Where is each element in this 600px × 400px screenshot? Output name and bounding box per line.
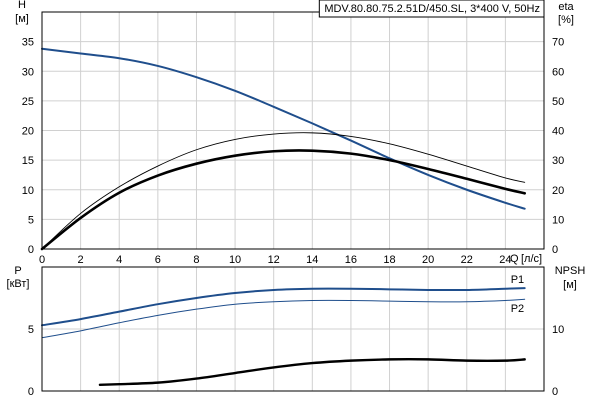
x-tick-label: 20 — [422, 254, 434, 266]
efficiency-axis-unit: [%] — [558, 14, 574, 26]
top-series — [40, 47, 526, 251]
bottom-series — [41, 287, 526, 386]
efficiency-curve — [40, 149, 526, 251]
head-tick-label: 10 — [22, 185, 34, 197]
efficiency-tick-label: 20 — [552, 185, 564, 197]
head-tick-label: 25 — [22, 96, 34, 108]
x-tick-label: 16 — [345, 254, 357, 266]
efficiency-tick-label: 50 — [552, 96, 564, 108]
efficiency-tick-label: 60 — [552, 66, 564, 78]
x-tick-label: 10 — [229, 254, 241, 266]
x-tick-label: 6 — [155, 254, 161, 266]
efficiency-tick-label: 70 — [552, 37, 564, 49]
head-tick-label: 30 — [22, 66, 34, 78]
p1-power-curve — [41, 287, 526, 327]
flow-axis-unit: [л/с] — [521, 253, 542, 265]
p2-series-label: P2 — [511, 303, 524, 315]
x-tick-label: 18 — [383, 254, 395, 266]
npsh-tick-label: 0 — [552, 386, 558, 398]
npsh-axis-unit: [м] — [563, 279, 577, 291]
head-axis-unit: [м] — [15, 13, 29, 25]
head-axis-label: H — [18, 0, 26, 11]
efficiency-tick-label: 30 — [552, 155, 564, 167]
p2-power-curve — [41, 298, 526, 339]
x-tick-label: 12 — [268, 254, 280, 266]
head-tick-label: 20 — [22, 126, 34, 138]
power-axis-unit: [кВт] — [7, 278, 30, 290]
head-tick-label: 35 — [22, 37, 34, 49]
efficiency-axis-label: eta — [558, 1, 574, 13]
head-tick-label: 15 — [22, 155, 34, 167]
npsh-axis-label: NPSH — [555, 265, 586, 277]
x-tick-label: 4 — [116, 254, 122, 266]
head-tick-label: 5 — [28, 214, 34, 226]
efficiency-tick-label: 40 — [552, 126, 564, 138]
npsh-curve — [98, 358, 526, 386]
power-tick-label: 5 — [28, 324, 34, 336]
efficiency-tick-label: 0 — [552, 244, 558, 256]
top-plot-frame — [41, 11, 545, 250]
flow-axis-label: Q — [510, 253, 519, 265]
top-grid — [42, 12, 544, 249]
npsh-tick-label: 10 — [552, 324, 564, 336]
power-axis-label: P — [14, 265, 21, 277]
x-tick-label: 2 — [78, 254, 84, 266]
x-tick-label: 24 — [499, 254, 511, 266]
bottom-grid — [42, 267, 544, 391]
x-tick-label: 22 — [461, 254, 473, 266]
chart-title-box — [318, 0, 545, 18]
x-tick-label: 8 — [193, 254, 199, 266]
x-tick-label: 14 — [306, 254, 318, 266]
head-curve — [41, 47, 526, 210]
x-tick-label: 0 — [39, 254, 45, 266]
top-tick-labels: 0 2 4 6 8 10 12 14 16 18 20 22 240510152025303501020… — [22, 37, 565, 266]
efficiency-tick-label: 10 — [552, 214, 564, 226]
power-npsh-panel: 0 5 0 10 P [кВт] NPSH [м] P1 P2 — [7, 265, 586, 398]
p1-series-label: P1 — [511, 274, 524, 286]
efficiency-thin-curve — [41, 132, 526, 250]
bottom-tick-labels: 0 5 0 10 — [28, 324, 564, 398]
head-tick-label: 0 — [28, 244, 34, 256]
chart-title: MDV.80.80.75.2.51D/450.SL, 3*400 V, 50Hz — [324, 3, 540, 15]
bottom-plot-frame — [41, 266, 545, 392]
power-tick-label: 0 — [28, 386, 34, 398]
head-efficiency-panel: 0 2 4 6 8 10 12 14 16 18 20 22 240510152025303501020… — [15, 0, 575, 266]
